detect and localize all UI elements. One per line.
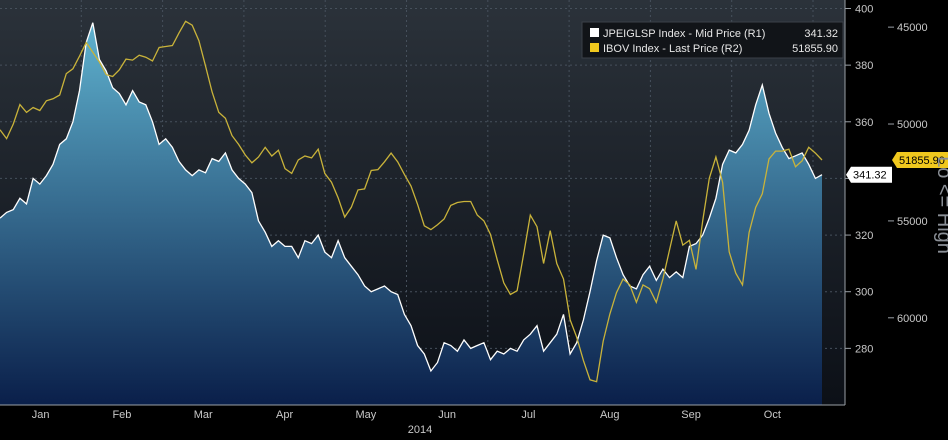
left-tick-label: 300 [855,287,873,299]
legend-value-jpeiglsp: 341.32 [804,28,838,40]
month-tick-label: Mar [194,409,213,421]
legend-label-jpeiglsp: JPEIGLSP Index - Mid Price (R1) [603,28,765,40]
ibov-series-line [0,20,823,383]
right-tick-label: 45000 [897,22,928,34]
badge-text-jpeiglsp: 341.32 [853,170,887,182]
legend-box [581,21,844,59]
month-tick-label: Oct [764,409,781,421]
x-axis: Jan Feb Mar Apr May Jun Jul Aug Sep Oct [32,409,781,421]
legend-label-ibov: IBOV Index - Last Price (R2) [603,43,742,55]
right-axis: 45000 50000 55000 60000 [888,22,928,325]
right-tick-label: 55000 [897,216,928,228]
left-tick-label: 400 [855,3,873,15]
left-tick-label: 380 [855,60,873,72]
left-tick-label: 280 [855,343,873,355]
legend-swatch-jpeiglsp [590,28,599,37]
legend-value-ibov: 51855.90 [792,43,838,55]
month-tick-label: Jul [521,409,535,421]
legend-swatch-ibov [590,43,599,52]
month-tick-label: Jun [438,409,456,421]
month-tick-label: Sep [681,409,701,421]
jpeiglsp-area [0,22,822,405]
right-tick-label: 50000 [897,119,928,131]
month-tick-label: Apr [276,409,293,421]
right-tick-label: 60000 [897,313,928,325]
side-label: Lo <= High [933,156,948,254]
last-value-badge-jpeiglsp: 341.32 [846,166,892,183]
badge-text-ibov: 51855.90 [899,155,945,167]
year-label: 2014 [408,424,432,436]
month-tick-label: Feb [112,409,131,421]
month-tick-label: May [355,409,376,421]
left-tick-label: 360 [855,117,873,129]
legend: JPEIGLSP Index - Mid Price (R1) 341.32 I… [581,21,844,59]
jpeiglsp-series-line [0,22,823,373]
last-value-badge-ibov: 51855.90 [892,151,948,168]
month-tick-label: Jan [32,409,50,421]
month-tick-label: Aug [600,409,620,421]
left-tick-label: 320 [855,230,873,242]
